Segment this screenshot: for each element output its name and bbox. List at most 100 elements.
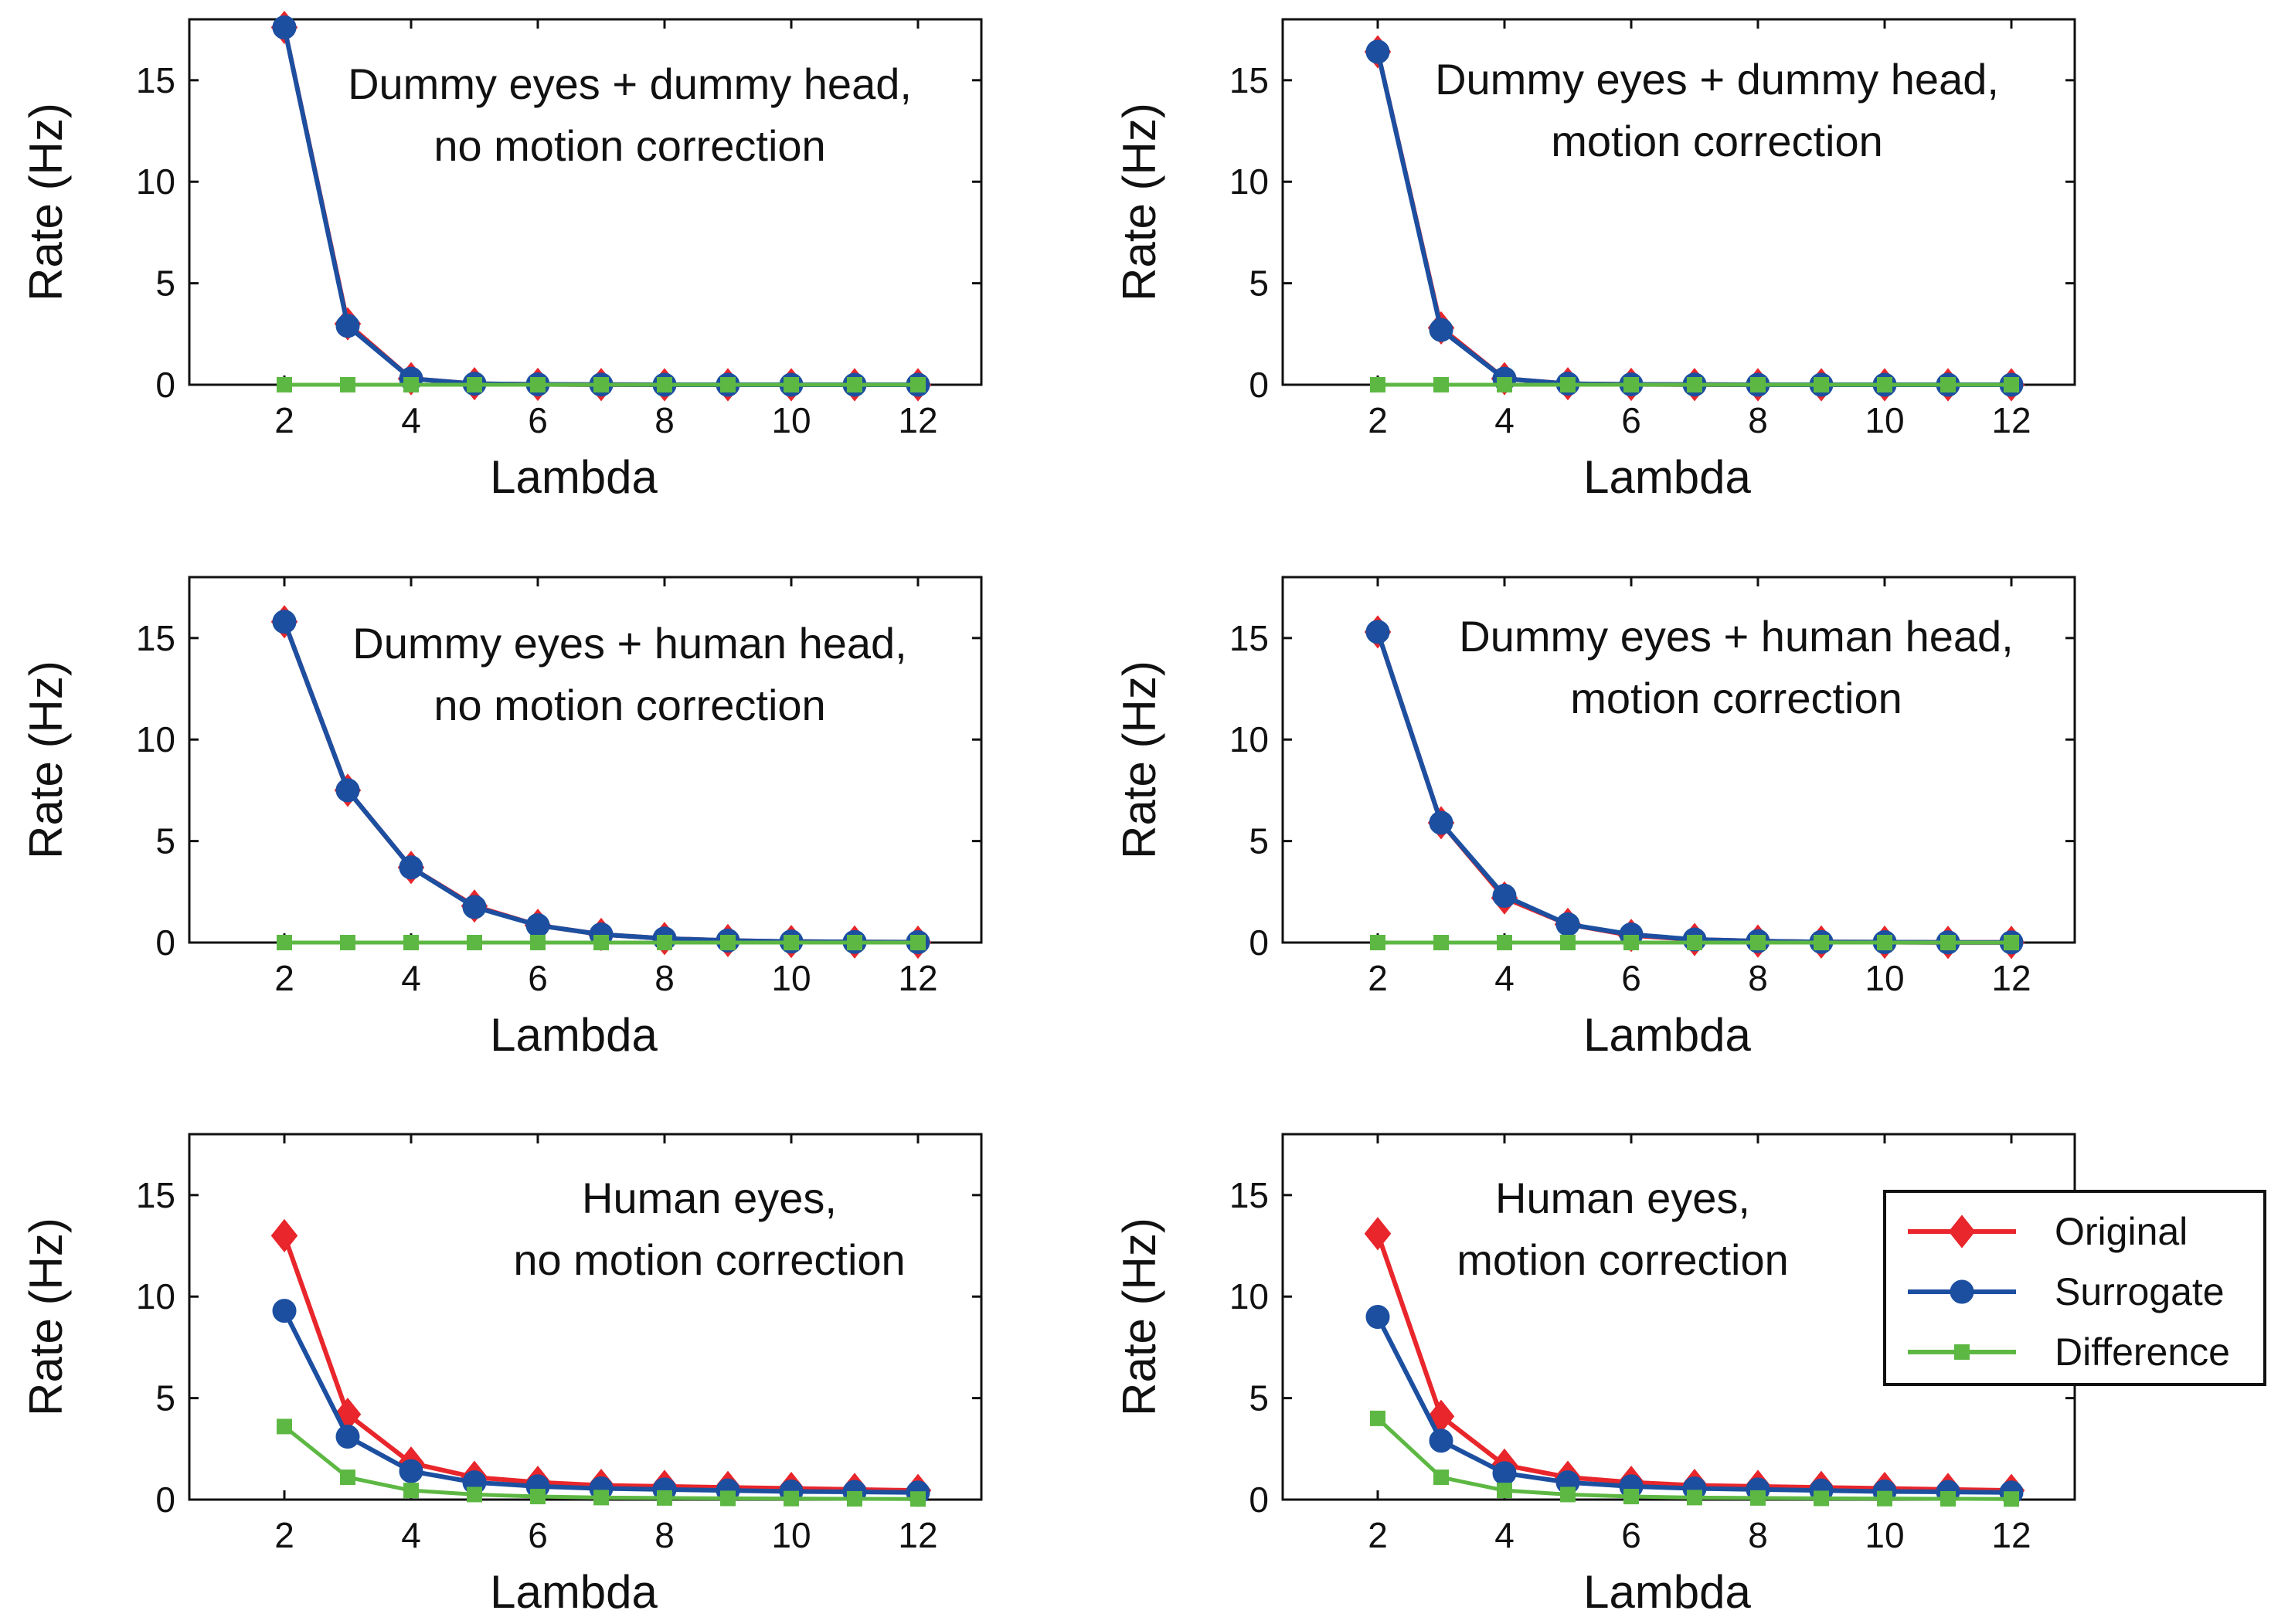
data-point-difference [1370,377,1385,392]
series-difference [1370,1410,2019,1507]
x-tick-label: 4 [1494,400,1515,440]
x-tick-label: 4 [401,958,421,998]
data-point-difference [1623,377,1639,392]
data-point-difference [657,935,672,950]
data-point-surrogate [1365,1305,1390,1329]
x-tick-label: 6 [1621,958,1641,998]
x-tick-label: 12 [1991,958,2031,998]
data-point-difference [1370,935,1385,950]
data-point-difference [2004,377,2019,392]
y-axis-label: Rate (Hz) [20,1218,72,1416]
data-point-difference [1560,377,1576,392]
x-axis-label: Lambda [490,1009,658,1061]
y-tick-label: 0 [155,1480,175,1520]
panel-annotation-line: no motion correction [433,121,825,170]
legend-label-surrogate: Surrogate [2055,1270,2225,1313]
legend-marker-surrogate [1950,1279,1974,1304]
legend-entry-surrogate: Surrogate [1908,1270,2225,1313]
data-point-surrogate [335,778,360,803]
panel-4: 2 4 6 8 10 12 0 5 10 15 Lambda Rate (Hz) Dummy eyes … [1113,576,2076,1061]
data-point-difference [910,935,926,950]
series-difference [1370,377,2019,392]
x-tick-label: 2 [1368,1515,1388,1555]
y-tick-label: 10 [136,1276,175,1317]
data-point-difference [1497,377,1512,392]
data-point-difference [1370,1410,1385,1426]
series-surrogate [272,1299,930,1505]
x-tick-label: 8 [654,958,675,998]
data-point-surrogate [335,1425,360,1449]
x-tick-label: 8 [654,400,675,440]
data-point-surrogate [335,314,360,338]
data-point-surrogate [1429,810,1453,835]
data-point-difference [1623,935,1639,950]
y-tick-label: 5 [155,263,175,304]
y-tick-label: 5 [1249,1378,1269,1418]
data-point-difference [1433,935,1449,950]
data-point-surrogate [272,15,297,40]
series-line-surrogate [282,1310,919,1495]
data-point-difference [784,1490,799,1507]
y-tick-label: 5 [155,1378,175,1418]
y-tick-label: 5 [1249,821,1269,861]
y-tick-label: 0 [1249,1480,1269,1520]
data-point-difference [1940,377,1956,392]
data-point-difference [277,1418,292,1435]
y-tick-label: 15 [136,60,175,100]
data-point-difference [847,377,862,392]
data-point-surrogate [272,1299,297,1323]
panel-annotation-line: Dummy eyes + human head, [1459,612,2013,661]
data-point-difference [1814,377,1829,392]
data-point-difference [1814,935,1829,950]
panel-annotation-line: no motion correction [433,681,825,729]
series-difference [277,1418,926,1507]
data-point-difference [1687,1490,1702,1506]
data-point-difference [1940,935,1956,950]
y-tick-label: 10 [1229,161,1269,202]
x-tick-label: 2 [274,400,294,440]
x-tick-label: 6 [528,958,548,998]
x-axis-label: Lambda [490,1566,658,1618]
data-point-difference [910,1491,926,1507]
x-tick-label: 2 [1368,400,1388,440]
panel-3: 2 4 6 8 10 12 0 5 10 15 Lambda Rate (Hz) Dummy eyes … [20,576,983,1061]
data-point-difference [1814,1490,1829,1507]
y-axis-label: Rate (Hz) [1113,103,1165,301]
y-tick-label: 0 [1249,365,1269,405]
y-tick-label: 10 [136,719,175,759]
data-point-surrogate [1365,620,1390,644]
data-point-difference [847,935,862,950]
data-point-difference [403,377,419,392]
y-tick-label: 15 [136,1175,175,1215]
y-axis-label: Rate (Hz) [1113,661,1165,859]
y-tick-label: 5 [1249,263,1269,304]
data-point-surrogate [1492,884,1517,909]
data-point-difference [2004,1491,2019,1507]
data-point-surrogate [525,913,550,938]
x-tick-label: 10 [1865,1515,1904,1555]
data-point-surrogate [1429,318,1453,342]
y-tick-label: 10 [1229,1276,1269,1317]
data-point-difference [1433,1469,1449,1486]
data-point-difference [784,377,799,392]
data-point-difference [657,1490,672,1506]
data-point-surrogate [1555,912,1580,936]
data-point-difference [467,1486,482,1503]
data-point-difference [1560,935,1576,950]
data-point-difference [1877,1490,1892,1507]
data-point-difference [2004,935,2019,950]
data-point-difference [340,935,355,950]
y-tick-label: 15 [1229,60,1269,100]
panel-annotation-line: motion correction [1457,1235,1789,1284]
y-tick-label: 10 [136,161,175,202]
x-axis-label: Lambda [490,451,658,503]
panel-annotation-line: motion correction [1570,674,1902,722]
data-point-surrogate [1365,39,1390,64]
panel-1: 2 4 6 8 10 12 0 5 10 15 Lambda Rate (Hz) Dummy eyes … [20,10,983,503]
data-point-difference [340,377,355,392]
data-point-difference [277,935,292,950]
data-point-difference [720,377,736,392]
y-tick-label: 0 [155,922,175,963]
data-point-original [270,1218,298,1252]
